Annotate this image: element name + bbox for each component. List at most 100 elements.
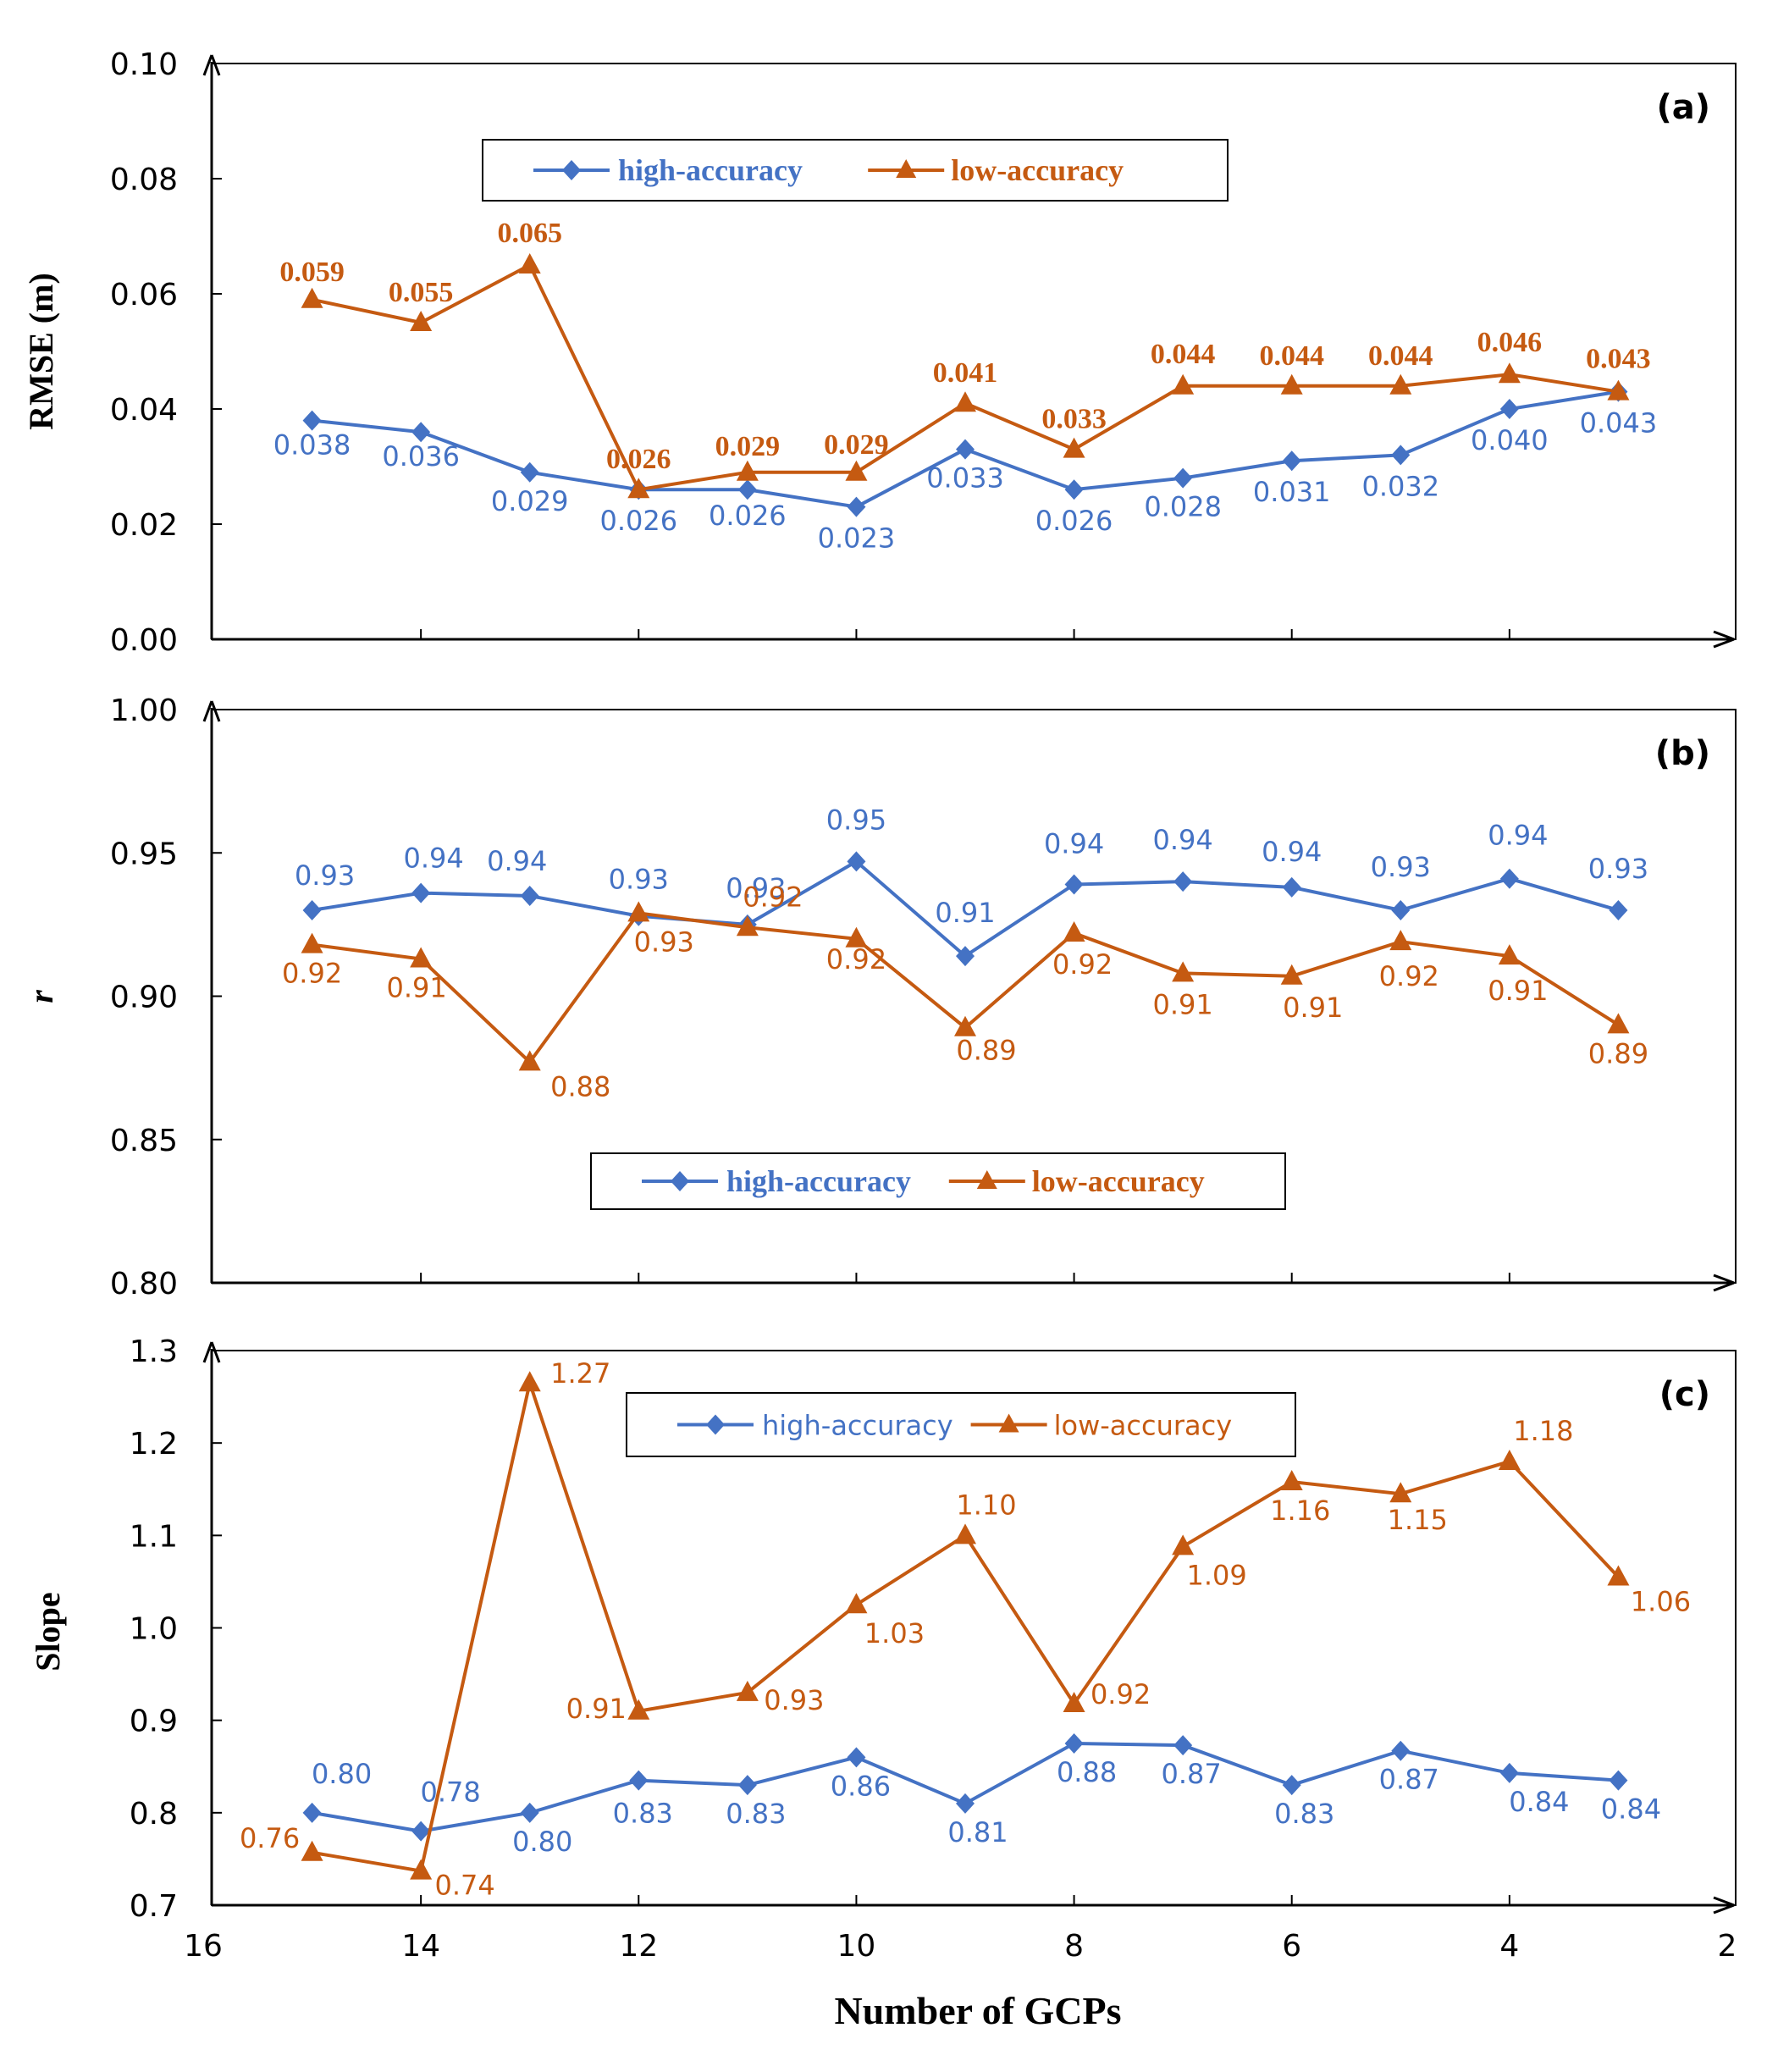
data-label: 0.94	[1488, 820, 1548, 852]
y-tick-label: 0.10	[110, 47, 178, 82]
y-axis-title: r	[22, 990, 60, 1003]
data-point-low-accuracy	[410, 311, 433, 331]
data-label: 0.80	[312, 1758, 372, 1790]
data-label: 0.92	[743, 881, 803, 913]
data-label: 0.83	[1274, 1798, 1334, 1830]
data-label: 0.92	[1379, 960, 1439, 992]
x-axis-arrow	[1713, 630, 1735, 649]
y-tick-label: 0.90	[110, 981, 178, 1015]
data-label: 0.028	[1144, 491, 1222, 523]
y-tick-label: 0.04	[110, 393, 178, 428]
legend-marker-low	[976, 1170, 997, 1189]
legend-label-high: high-accuracy	[726, 1164, 911, 1198]
data-point-low-accuracy	[627, 478, 650, 499]
data-label: 0.026	[599, 505, 677, 537]
y-tick-label: 1.2	[130, 1427, 178, 1461]
y-axis-title: Slope	[29, 1592, 67, 1671]
series-low-accuracy: 0.059 0.055 0.065 0.026 0.029 0.029 0.041 0.033…	[279, 218, 1651, 499]
data-point-high-accuracy	[1282, 876, 1301, 898]
legend: high-accuracy low-accuracy	[482, 139, 1229, 202]
legend-label-high: high-accuracy	[762, 1410, 953, 1442]
y-tick-label: 0.7	[130, 1889, 178, 1924]
data-point-low-accuracy	[627, 901, 650, 922]
data-label: 0.065	[497, 218, 562, 249]
data-point-high-accuracy	[1499, 399, 1519, 419]
data-point-low-accuracy	[1389, 1482, 1412, 1503]
legend-label-low: low-accuracy	[1032, 1164, 1205, 1198]
data-point-low-accuracy	[954, 391, 976, 412]
data-label: 0.059	[279, 257, 345, 288]
data-point-high-accuracy	[1391, 1740, 1411, 1761]
data-point-low-accuracy	[1498, 944, 1521, 965]
data-label: 0.91	[1488, 975, 1548, 1007]
data-label: 0.93	[1371, 851, 1431, 883]
data-point-low-accuracy	[410, 1859, 433, 1880]
panel-tag: (b)	[1655, 734, 1710, 773]
data-point-low-accuracy	[1172, 1534, 1195, 1555]
panel-c: 0.70.80.91.01.11.21.3Slope(c)0.800.780.8…	[29, 1334, 1737, 1924]
data-point-low-accuracy	[736, 460, 759, 481]
data-point-low-accuracy	[518, 1371, 541, 1392]
data-point-low-accuracy	[1172, 373, 1195, 395]
legend-marker-high	[706, 1414, 725, 1435]
data-point-high-accuracy	[737, 1775, 757, 1796]
data-label: 0.94	[1153, 824, 1213, 856]
data-label: 0.92	[282, 958, 342, 990]
legend-label-low: low-accuracy	[951, 153, 1124, 187]
data-point-low-accuracy	[1389, 373, 1412, 395]
data-label: 0.029	[824, 429, 889, 461]
x-tick-label: 4	[1499, 1929, 1519, 1964]
legend-marker-high	[671, 1171, 689, 1191]
data-point-high-accuracy	[1499, 868, 1519, 889]
data-label: 1.27	[550, 1357, 610, 1390]
data-label: 0.92	[1091, 1678, 1151, 1710]
data-label: 0.91	[1283, 992, 1343, 1024]
data-label: 0.044	[1259, 340, 1324, 372]
series-low-accuracy: 0.92 0.91 0.88 0.93 0.92 0.92 0.89 0.92 0.91 0.91…	[282, 881, 1648, 1102]
data-point-low-accuracy	[1063, 921, 1085, 942]
data-label: 0.87	[1379, 1764, 1439, 1796]
data-label: 0.029	[715, 431, 781, 462]
data-point-high-accuracy	[737, 479, 757, 500]
data-label: 0.033	[1041, 404, 1107, 435]
data-point-low-accuracy	[1280, 1470, 1303, 1491]
y-tick-label: 0.00	[110, 623, 178, 658]
data-label: 1.03	[864, 1617, 925, 1649]
data-point-high-accuracy	[1173, 871, 1193, 892]
data-point-high-accuracy	[411, 422, 431, 443]
panel-a: 0.00 0.02 0.04 0.06 0.08 0.10 RMSE (m) (a) 0.038…	[22, 47, 1737, 658]
y-tick-label: 0.02	[110, 508, 178, 543]
data-point-low-accuracy	[1607, 1013, 1630, 1034]
data-point-high-accuracy	[302, 410, 322, 431]
data-label: 1.09	[1187, 1559, 1247, 1591]
data-label: 0.023	[818, 522, 896, 555]
data-point-high-accuracy	[411, 882, 431, 903]
data-point-high-accuracy	[1391, 899, 1411, 920]
x-tick-label: 12	[619, 1929, 658, 1964]
data-label: 0.94	[487, 845, 547, 877]
x-axis-arrow	[1713, 1896, 1735, 1915]
data-label: 0.026	[606, 444, 671, 475]
data-label: 0.94	[404, 843, 464, 875]
data-point-low-accuracy	[1607, 379, 1630, 401]
legend-marker-high	[562, 160, 581, 180]
legend: high-accuracy low-accuracy	[626, 1392, 1296, 1457]
data-label: 0.92	[826, 943, 886, 975]
series-high-accuracy: 0.93 0.94 0.94 0.93 0.93 0.95 0.91 0.94 0.94 0.94…	[295, 804, 1648, 967]
y-tick-label: 0.85	[110, 1124, 178, 1158]
data-point-low-accuracy	[736, 1680, 759, 1701]
x-tick-label: 16	[184, 1929, 223, 1964]
x-tick-label: 6	[1282, 1929, 1301, 1964]
data-point-low-accuracy	[627, 1699, 650, 1720]
data-label: 0.033	[926, 462, 1004, 495]
series-low-accuracy: 0.76 0.74 1.27 0.91 0.93 1.03 1.10 0.92 1.09 1.16…	[240, 1357, 1691, 1901]
data-label: 0.93	[1588, 853, 1648, 885]
data-point-low-accuracy	[845, 460, 868, 481]
x-tick-label: 10	[837, 1929, 876, 1964]
data-label: 0.055	[389, 277, 454, 308]
data-label: 0.029	[491, 485, 569, 517]
data-label: 1.06	[1631, 1585, 1691, 1617]
y-tick-label: 1.1	[130, 1519, 178, 1554]
data-point-high-accuracy	[956, 946, 975, 967]
